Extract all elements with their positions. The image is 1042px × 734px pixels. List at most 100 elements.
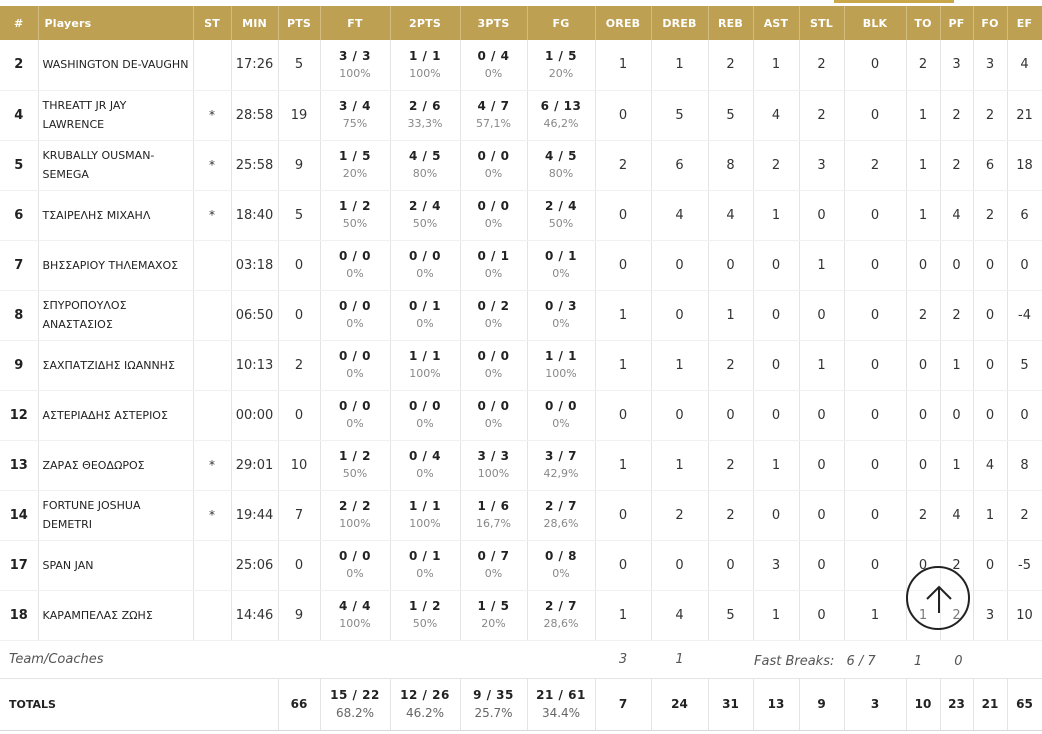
2pts-percentage: 80% xyxy=(412,167,438,180)
fg-made-attempted: 0 / 3 xyxy=(545,299,577,313)
starter-marker xyxy=(193,290,232,341)
2pts-percentage: 0% xyxy=(416,417,434,430)
player-name[interactable]: ΑΣΤΕΡΙΑΔΗΣ ΑΣΤΕΡΙΟΣ xyxy=(38,390,194,441)
fo-cell: 4 xyxy=(973,440,1008,491)
blk-cell: 2 xyxy=(844,140,907,191)
player-number: 18 xyxy=(0,590,39,641)
reb-cell: 0 xyxy=(708,540,754,591)
ast-cell: 0 xyxy=(753,490,800,541)
fo-cell: 2 xyxy=(973,90,1008,141)
player-name[interactable]: ΤΣΑΙΡΕΛΗΣ ΜΙΧΑΗΛ xyxy=(38,190,194,241)
stl-cell: 0 xyxy=(799,290,845,341)
totals-ft-made-attempted: 15 / 22 xyxy=(330,688,380,702)
fg-percentage: 42,9% xyxy=(543,467,579,480)
3pts-percentage: 20% xyxy=(481,617,506,630)
2pts-made-attempted: 1 / 1 xyxy=(409,349,441,363)
stl-cell: 0 xyxy=(799,440,845,491)
fg-cell: 0 / 3 0% xyxy=(527,290,596,341)
fg-made-attempted: 0 / 1 xyxy=(545,249,577,263)
blk-cell: 0 xyxy=(844,490,907,541)
player-name[interactable]: ΚΑΡΑΜΠΕΛΑΣ ΖΩΗΣ xyxy=(38,590,194,641)
points-cell: 0 xyxy=(278,240,321,291)
2pts-percentage: 50% xyxy=(412,617,438,630)
3pts-made-attempted: 3 / 3 xyxy=(477,449,510,463)
ft-cell: 0 / 0 0% xyxy=(320,290,391,341)
stl-cell: 0 xyxy=(799,490,845,541)
dreb-cell: 0 xyxy=(651,540,709,591)
dreb-cell: 4 xyxy=(651,190,709,241)
player-name[interactable]: ΣΠΥΡΟΠΟΥΛΟΣ ΑΝΑΣΤΑΣΙΟΣ xyxy=(38,290,194,341)
ft-cell: 0 / 0 0% xyxy=(320,340,391,391)
fo-cell: 1 xyxy=(973,490,1008,541)
player-name[interactable]: SPAN JAN xyxy=(38,540,194,591)
fg-cell: 0 / 1 0% xyxy=(527,240,596,291)
3pts-percentage: 0% xyxy=(484,417,503,430)
ft-made-attempted: 4 / 4 xyxy=(339,599,371,613)
totals-ef: 65 xyxy=(1007,678,1042,731)
player-name[interactable]: ΖΑΡΑΣ ΘΕΟΔΩΡΟΣ xyxy=(38,440,194,491)
2pts-cell: 0 / 1 0% xyxy=(390,290,461,341)
col-header-fo: FO xyxy=(973,6,1008,40)
oreb-cell: 0 xyxy=(595,490,652,541)
col-header-fg: FG xyxy=(527,6,596,40)
player-number: 2 xyxy=(0,40,39,91)
oreb-cell: 0 xyxy=(595,190,652,241)
tab-indicator xyxy=(834,0,954,3)
2pts-cell: 1 / 1 100% xyxy=(390,340,461,391)
minutes-cell: 14:46 xyxy=(231,590,279,641)
player-name[interactable]: ΒΗΣΣΑΡΙΟΥ ΤΗΛΕΜΑΧΟΣ xyxy=(38,240,194,291)
blk-cell: 0 xyxy=(844,240,907,291)
reb-cell: 5 xyxy=(708,590,754,641)
2pts-percentage: 0% xyxy=(416,317,434,330)
starter-marker: * xyxy=(193,490,232,541)
player-name[interactable]: THREATT JR JAY LAWRENCE xyxy=(38,90,194,141)
points-cell: 0 xyxy=(278,290,321,341)
2pts-made-attempted: 1 / 1 xyxy=(409,499,441,513)
player-name[interactable]: WASHINGTON DE-VAUGHN xyxy=(38,40,194,91)
stl-cell: 1 xyxy=(799,240,845,291)
player-name[interactable]: KRUBALLY OUSMAN-SEMEGA xyxy=(38,140,194,191)
2pts-percentage: 0% xyxy=(416,267,434,280)
player-name[interactable]: ΣΑΧΠΑΤΖΙΔΗΣ ΙΩΑΝΝΗΣ xyxy=(38,340,194,391)
oreb-cell: 1 xyxy=(595,290,652,341)
player-name[interactable]: FORTUNE JOSHUA DEMETRI xyxy=(38,490,194,541)
3pts-cell: 1 / 5 20% xyxy=(460,590,528,641)
minutes-cell: 25:58 xyxy=(231,140,279,191)
player-stats-table: # Players ST MIN PTS FT 2PTS 3PTS FG ORE… xyxy=(0,6,1042,731)
ef-cell: 10 xyxy=(1007,590,1042,641)
3pts-cell: 0 / 7 0% xyxy=(460,540,528,591)
3pts-cell: 4 / 7 57,1% xyxy=(460,90,528,141)
blk-cell: 0 xyxy=(844,190,907,241)
stl-cell: 1 xyxy=(799,340,845,391)
totals-reb: 31 xyxy=(708,678,754,731)
fast-breaks-value: 6 / 7 xyxy=(846,654,876,669)
2pts-made-attempted: 2 / 6 xyxy=(409,99,441,113)
fo-cell: 0 xyxy=(973,340,1008,391)
ft-percentage: 50% xyxy=(342,217,368,230)
ft-made-attempted: 1 / 2 xyxy=(339,449,371,463)
fg-percentage: 46,2% xyxy=(543,117,579,130)
reb-cell: 2 xyxy=(708,40,754,91)
starter-marker xyxy=(193,40,232,91)
stl-cell: 0 xyxy=(799,190,845,241)
totals-pf: 23 xyxy=(940,678,974,731)
fg-percentage: 28,6% xyxy=(543,517,579,530)
scroll-to-top-button[interactable] xyxy=(906,566,970,630)
totals-fg-made-attempted: 21 / 61 xyxy=(536,688,586,702)
pf-cell: 2 xyxy=(940,90,974,141)
fg-cell: 4 / 5 80% xyxy=(527,140,596,191)
totals-oreb: 7 xyxy=(595,678,652,731)
fg-cell: 0 / 8 0% xyxy=(527,540,596,591)
pf-cell: 1 xyxy=(940,440,974,491)
blk-cell: 0 xyxy=(844,290,907,341)
ft-cell: 0 / 0 0% xyxy=(320,240,391,291)
totals-3pts: 9 / 35 25.7% xyxy=(460,678,528,731)
2pts-cell: 0 / 0 0% xyxy=(390,240,461,291)
oreb-cell: 1 xyxy=(595,40,652,91)
player-row: 5 KRUBALLY OUSMAN-SEMEGA * 25:58 9 1 / 5… xyxy=(0,140,1042,191)
pf-cell: 3 xyxy=(940,40,974,91)
stl-cell: 0 xyxy=(799,590,845,641)
points-cell: 2 xyxy=(278,340,321,391)
totals-ft: 15 / 22 68.2% xyxy=(320,678,391,731)
player-row: 4 THREATT JR JAY LAWRENCE * 28:58 19 3 /… xyxy=(0,90,1042,141)
